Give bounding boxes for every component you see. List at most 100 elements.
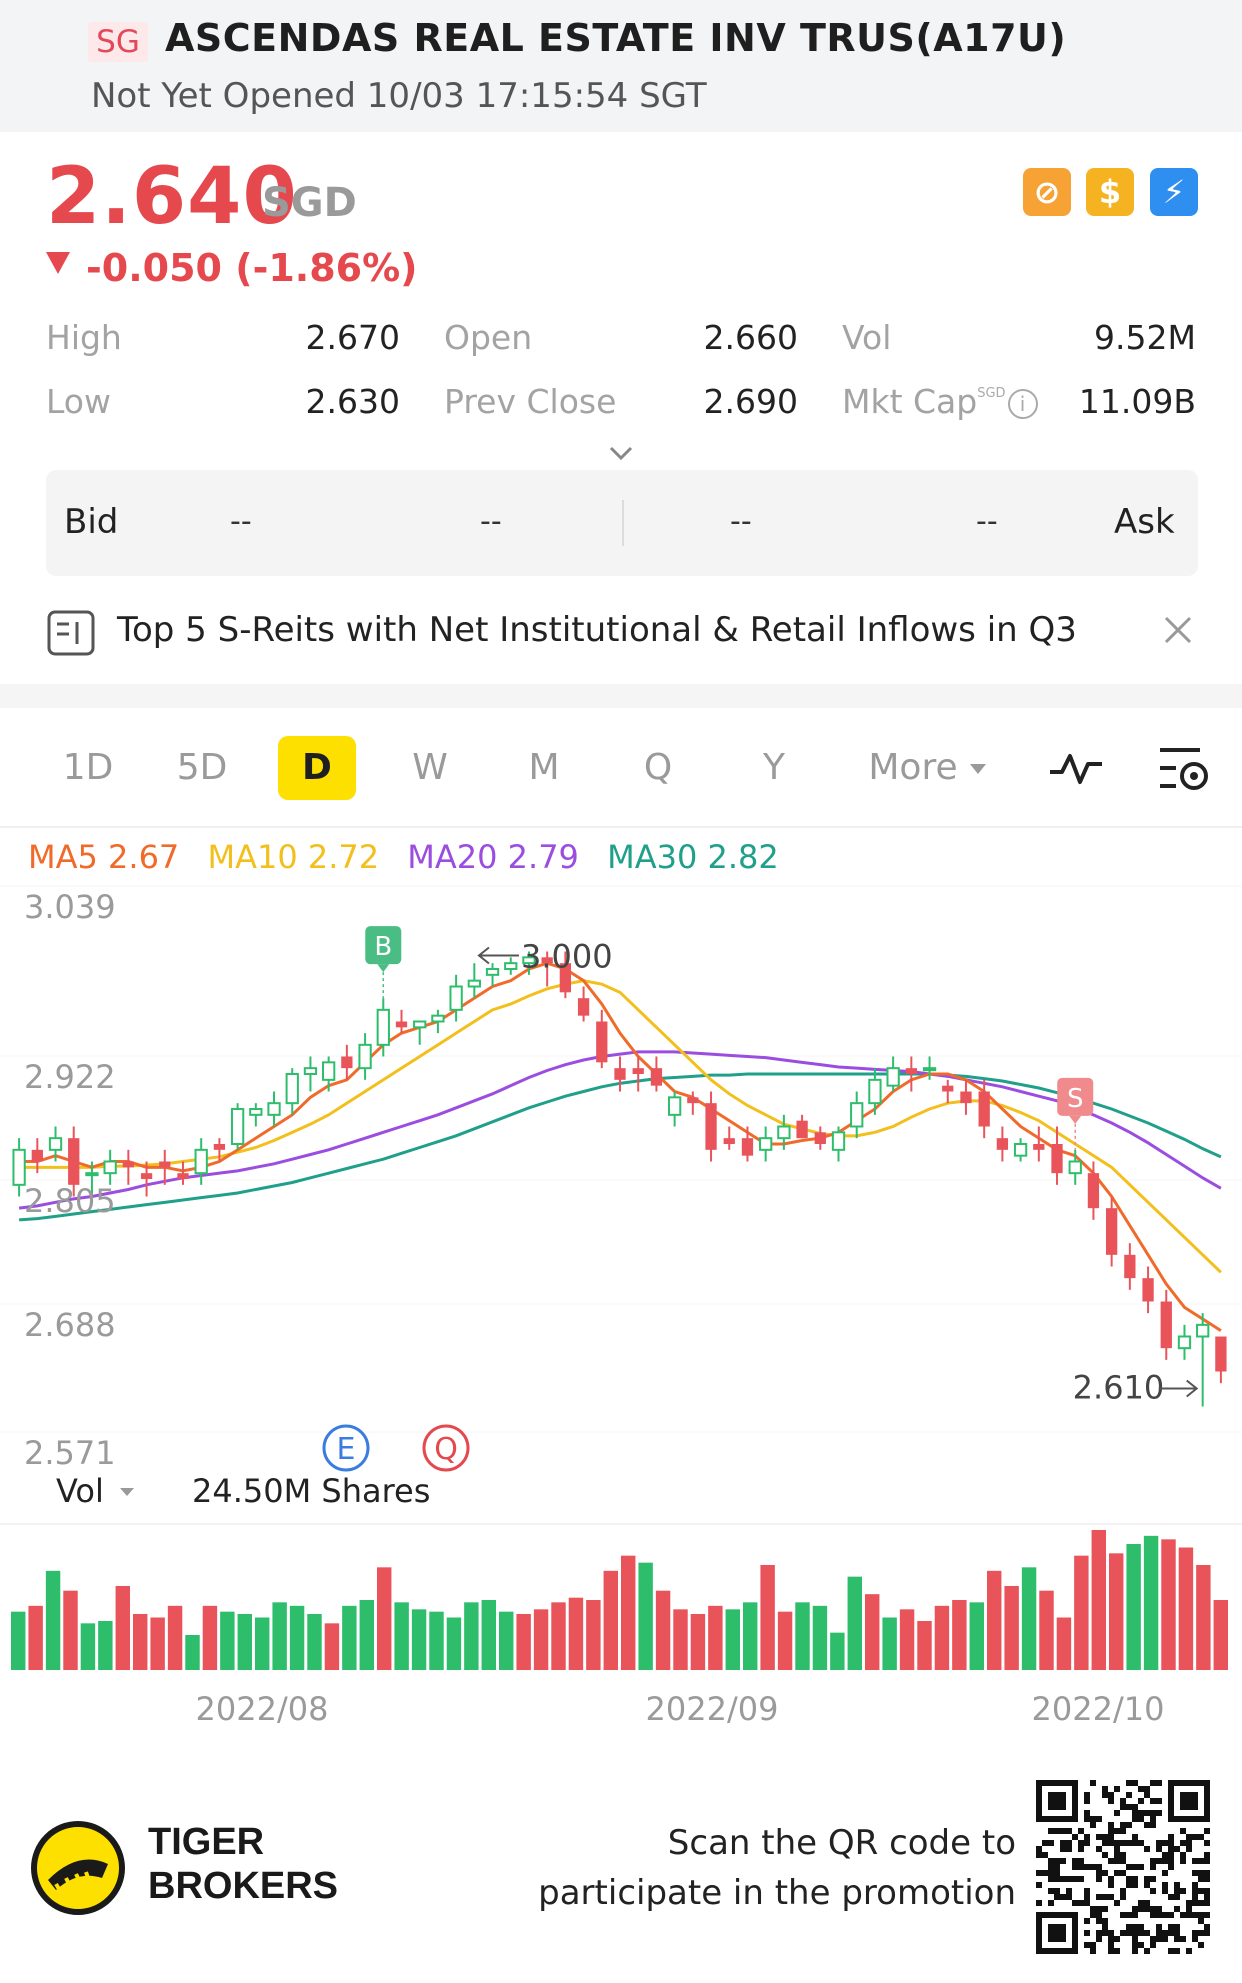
- chart-settings-icon[interactable]: [1158, 744, 1210, 792]
- candle-body: [1196, 1323, 1210, 1338]
- volume-bar: [446, 1617, 462, 1670]
- flash-icon[interactable]: ⚡: [1150, 168, 1198, 216]
- brand-line-2: BROKERS: [148, 1865, 339, 1907]
- candle-body: [68, 1138, 80, 1185]
- candle-body: [996, 1138, 1009, 1150]
- bid-price: --: [230, 504, 252, 539]
- tab-yearly[interactable]: Y: [763, 747, 785, 788]
- news-banner[interactable]: Top 5 S-Reits with Net Institutional & R…: [0, 590, 1242, 680]
- close-icon[interactable]: [1160, 612, 1196, 648]
- info-icon[interactable]: i: [1007, 388, 1038, 419]
- candle-body: [831, 1131, 846, 1151]
- candle-body: [376, 1008, 390, 1046]
- news-headline[interactable]: Top 5 S-Reits with Net Institutional & R…: [117, 610, 1077, 650]
- candle-body: [12, 1148, 26, 1186]
- volume-bar: [80, 1623, 96, 1670]
- candle-body: [741, 1138, 754, 1156]
- volume-bar: [1126, 1544, 1141, 1670]
- right-arrow-icon: [1186, 1379, 1199, 1398]
- chevron-down-icon[interactable]: [608, 440, 634, 466]
- tab-more[interactable]: More: [852, 736, 1002, 800]
- dollar-icon[interactable]: $: [1086, 168, 1134, 216]
- candle-body: [814, 1132, 826, 1144]
- candle-body: [230, 1108, 245, 1145]
- indicator-icon[interactable]: [1048, 748, 1104, 788]
- tab-more-label: More: [868, 747, 958, 788]
- volume-bar: [812, 1605, 828, 1670]
- candle-body: [322, 1061, 336, 1081]
- tab-5d[interactable]: 5D: [176, 747, 228, 788]
- quote-event-icon[interactable]: [422, 1424, 470, 1472]
- candle-body: [341, 1056, 353, 1069]
- mkt-cap-currency: SGD: [977, 386, 1006, 401]
- volume-bar: [63, 1590, 78, 1670]
- volume-bar: [568, 1597, 584, 1670]
- candle-body: [285, 1073, 299, 1105]
- volume-bar: [1091, 1530, 1106, 1670]
- volume-bar: [638, 1562, 653, 1670]
- candle-body: [577, 998, 590, 1016]
- qr-code[interactable]: [1036, 1780, 1210, 1954]
- volume-bar: [708, 1605, 723, 1670]
- volume-bar: [411, 1609, 427, 1670]
- volume-bar: [830, 1632, 845, 1670]
- currency-label: SGD: [262, 180, 357, 226]
- candlestick-chart[interactable]: 3.000 2.610 B S E Q 3.039 2.922 2.805 2.688 2.571…: [0, 880, 1242, 1740]
- earnings-event-icon[interactable]: [322, 1424, 370, 1472]
- high-marker-label: 3.000: [521, 938, 613, 976]
- top-header: SG ASCENDAS REAL ESTATE INV TRUS(A17U) N…: [0, 0, 1242, 132]
- down-arrow-icon: [46, 252, 70, 274]
- volume-bar: [499, 1611, 514, 1670]
- volume-bar: [1039, 1590, 1054, 1670]
- sell-flag[interactable]: [1057, 1077, 1094, 1116]
- tab-weekly[interactable]: W: [412, 747, 448, 788]
- last-price: 2.640: [46, 152, 298, 242]
- tab-quarterly[interactable]: Q: [643, 747, 673, 788]
- ma5-value: MA5 2.67: [28, 838, 180, 876]
- volume-bar: [28, 1605, 43, 1670]
- candle-body: [650, 1068, 663, 1086]
- bid-ask-divider: [622, 500, 624, 546]
- tab-daily[interactable]: D: [278, 736, 356, 800]
- tiger-logo-icon: [31, 1821, 125, 1915]
- ask-size: --: [976, 504, 998, 539]
- tab-1d[interactable]: 1D: [62, 747, 114, 788]
- volume-bar: [133, 1614, 148, 1670]
- candle-body: [85, 1172, 99, 1177]
- volume-indicator-label[interactable]: Vol: [56, 1472, 104, 1510]
- candle-body: [796, 1120, 808, 1139]
- volume-bar: [1074, 1555, 1089, 1670]
- prev-close-value: 2.690: [703, 382, 798, 421]
- volume-bar: [551, 1602, 566, 1670]
- volume-bar: [272, 1602, 287, 1670]
- sell-flag-tip: [1069, 1115, 1082, 1124]
- candle-body: [303, 1067, 318, 1076]
- volume-bar: [150, 1617, 165, 1670]
- volume-bar: [777, 1611, 793, 1670]
- ma20-value: MA20 2.79: [407, 838, 579, 876]
- ma-legend: MA5 2.67 MA10 2.72 MA20 2.79 MA30 2.82: [28, 838, 797, 876]
- no-margin-icon[interactable]: ⊘: [1023, 168, 1071, 216]
- candle-body: [759, 1137, 773, 1151]
- buy-flag[interactable]: [365, 926, 402, 965]
- y-tick-label: 2.805: [24, 1182, 116, 1220]
- left-arrow-icon: [477, 946, 490, 965]
- volume-bar: [673, 1609, 688, 1670]
- ask-label: Ask: [1114, 502, 1175, 542]
- candle-body: [1105, 1208, 1118, 1255]
- buy-flag-label: B: [374, 932, 392, 962]
- candle-body: [687, 1097, 699, 1104]
- candle-body: [632, 1068, 644, 1074]
- candle-body: [777, 1125, 791, 1140]
- candle-body: [596, 1021, 608, 1063]
- candle-body: [667, 1096, 682, 1116]
- volume-bar: [359, 1600, 374, 1670]
- candle-body: [449, 985, 463, 1011]
- candle-body: [395, 1021, 408, 1028]
- candle-body: [267, 1102, 281, 1116]
- y-tick-label: 2.688: [24, 1306, 116, 1344]
- market-status: Not Yet Opened 10/03 17:15:54 SGT: [91, 76, 707, 116]
- tab-monthly[interactable]: M: [528, 747, 560, 788]
- volume-bar: [1213, 1600, 1228, 1670]
- candle-body: [504, 962, 518, 970]
